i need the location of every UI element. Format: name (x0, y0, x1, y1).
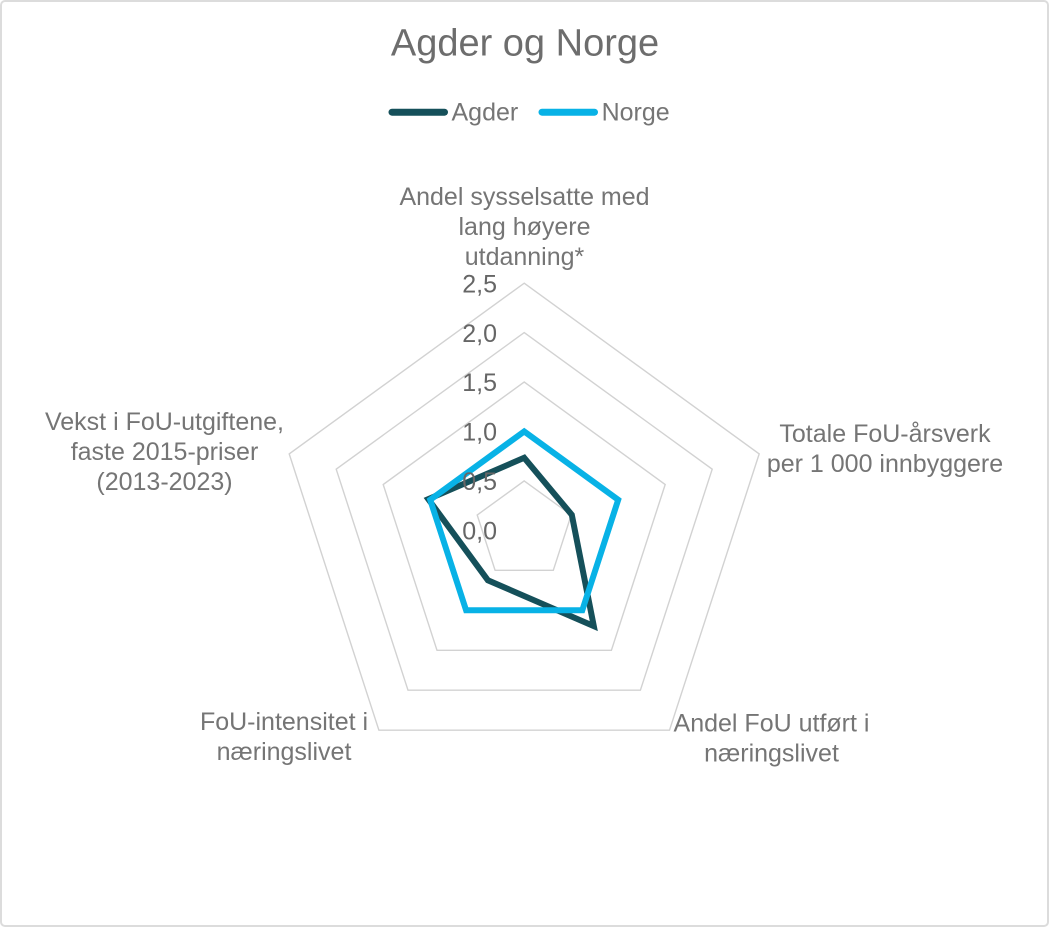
svg-text:lang høyere: lang høyere (458, 213, 590, 241)
svg-text:næringslivet: næringslivet (217, 738, 352, 766)
svg-text:næringslivet: næringslivet (704, 740, 839, 768)
svg-text:per 1 000 innbyggere: per 1 000 innbyggere (767, 450, 1003, 478)
svg-text:Totale FoU-årsverk: Totale FoU-årsverk (779, 420, 991, 448)
svg-text:2,0: 2,0 (462, 320, 497, 348)
svg-text:1,5: 1,5 (462, 369, 497, 397)
svg-text:2,5: 2,5 (462, 270, 497, 298)
svg-text:0,0: 0,0 (462, 518, 497, 546)
svg-text:(2013-2023): (2013-2023) (96, 468, 232, 496)
svg-text:Andel sysselsatte med: Andel sysselsatte med (399, 183, 649, 211)
svg-text:utdanning*: utdanning* (465, 243, 585, 271)
svg-text:Andel FoU utført i: Andel FoU utført i (674, 710, 870, 738)
svg-text:1,0: 1,0 (462, 419, 497, 447)
svg-text:0,5: 0,5 (462, 468, 497, 496)
svg-text:faste 2015-priser: faste 2015-priser (71, 438, 259, 466)
svg-text:Agder og Norge: Agder og Norge (391, 22, 659, 64)
svg-text:Agder: Agder (452, 99, 519, 127)
svg-text:Vekst i FoU-utgiftene,: Vekst i FoU-utgiftene, (45, 408, 284, 436)
svg-text:Norge: Norge (602, 99, 670, 127)
svg-text:FoU-intensitet i: FoU-intensitet i (200, 708, 368, 736)
